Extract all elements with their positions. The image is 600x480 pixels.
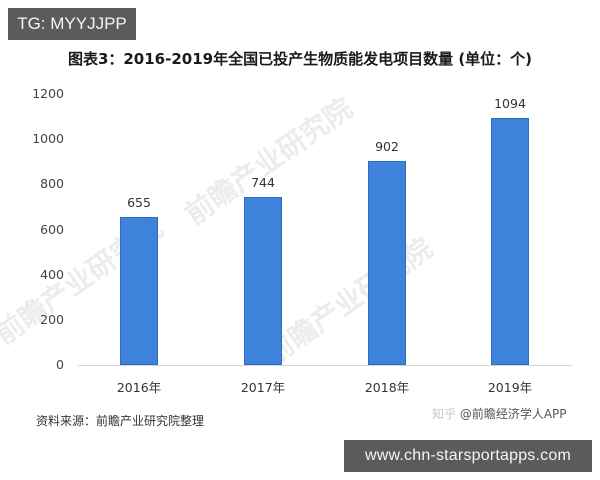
y-tick: 1000 [32, 131, 64, 146]
value-label: 744 [251, 175, 275, 190]
value-label: 1094 [494, 96, 526, 111]
x-tick: 2019年 [487, 380, 533, 395]
y-tick: 800 [40, 176, 64, 191]
value-label: 655 [127, 195, 151, 210]
y-tick: 200 [40, 312, 64, 327]
x-tick: 2018年 [364, 380, 410, 395]
value-label: 902 [375, 139, 399, 154]
y-tick: 1200 [32, 86, 64, 101]
x-tick: 2016年 [116, 380, 162, 395]
background-watermark: 前瞻产业研究院 [259, 231, 439, 371]
bar-2016 [120, 217, 158, 365]
x-axis-line [78, 365, 572, 366]
bar-2017 [244, 197, 282, 365]
chart-title: 图表3：2016-2019年全国已投产生物质能发电项目数量 (单位：个) [67, 50, 533, 68]
bar-2018 [368, 161, 406, 365]
top-badge: TG: MYYJJPP [8, 8, 136, 40]
zhihu-watermark: 知乎 @前瞻经济学人APP [432, 405, 567, 422]
y-tick: 0 [56, 357, 64, 372]
bar-2019 [491, 118, 529, 365]
y-tick: 400 [40, 267, 64, 282]
source-note: 资料来源：前瞻产业研究院整理 [36, 414, 205, 428]
watermark-author: @前瞻经济学人APP [459, 407, 567, 421]
bottom-url-banner: www.chn-starsportapps.com [344, 440, 592, 472]
x-tick: 2017年 [240, 380, 286, 395]
y-tick: 600 [40, 222, 64, 237]
zhihu-label: 知乎 [432, 407, 460, 421]
